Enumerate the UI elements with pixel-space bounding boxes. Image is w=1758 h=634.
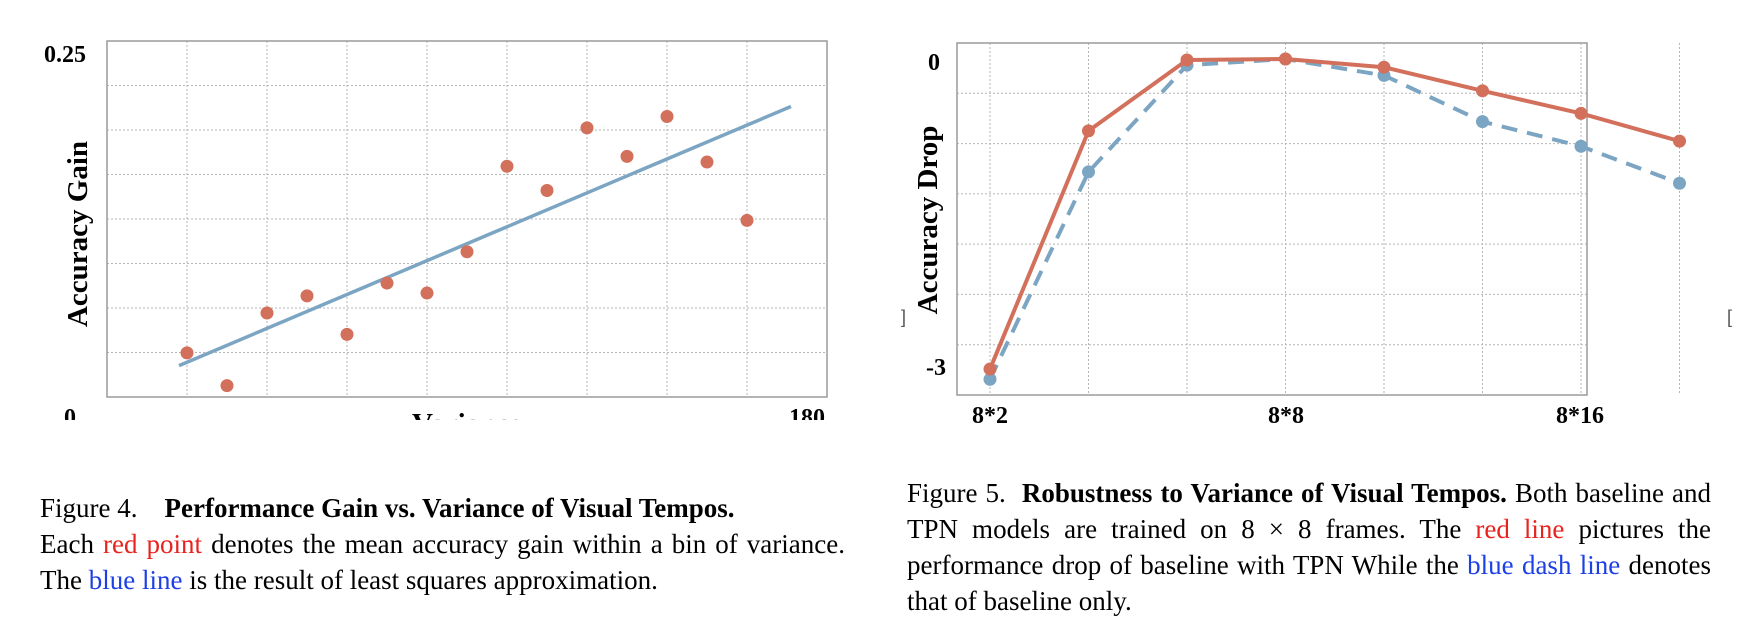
fig4-data-point xyxy=(340,327,354,341)
fig5-caption-text-3: denotes that of baseline only. xyxy=(907,550,1711,616)
fig5-series-line-dashed xyxy=(988,57,1681,381)
fig4-gridlines xyxy=(107,41,827,397)
fig5-caption-blue-dash-line: blue dash line xyxy=(1467,550,1621,580)
fig4-caption-label: Figure 4. xyxy=(40,493,138,523)
fig4-data-point xyxy=(700,155,714,169)
fig4-data-point xyxy=(620,149,634,163)
fig5-gridlines xyxy=(957,43,1680,395)
fig4-data-point xyxy=(380,276,394,290)
fig4-caption-red-point: red point xyxy=(103,529,203,559)
fig5-x-tick-1: 8*8 xyxy=(1268,403,1304,429)
fig5-caption-title: Robustness to Variance of Visual Tempos. xyxy=(1021,478,1507,508)
fig4-points-group xyxy=(180,109,754,393)
fig5-series-line-solid xyxy=(988,57,1681,370)
fig5-point-solid xyxy=(1082,124,1095,138)
fig4-y-axis-label: Accuracy Gain xyxy=(62,141,94,327)
fig4-y-tick-bottom: 0 xyxy=(64,405,76,420)
fig5-caption-text-1: Both baseline and TPN models are trained… xyxy=(907,478,1711,544)
fig4-data-point xyxy=(740,213,754,227)
fig5-point-solid xyxy=(983,362,997,376)
fig4-data-point xyxy=(420,286,434,300)
fig4-data-point xyxy=(260,306,274,320)
fig5-chart: 0 -3 8*2 8*8 8*16 Accuracy Drop xyxy=(912,42,1686,429)
fig5-caption-red-line: red line xyxy=(1475,514,1565,544)
fig5-caption: Figure 5. Robustness to Variance of Visu… xyxy=(907,475,1711,619)
fig4-data-point xyxy=(580,121,594,135)
fig4-fit-line xyxy=(178,104,792,368)
fig5-point-solid xyxy=(1180,53,1194,67)
fig5-caption-label: Figure 5. xyxy=(907,478,1006,508)
fig5-x-tick-0: 8*2 xyxy=(972,403,1008,429)
fig5-point-solid xyxy=(1574,106,1588,120)
fig4-x-tick-right: 180 xyxy=(789,405,825,420)
fig4-data-point xyxy=(460,245,474,259)
right-bracket-mark: [ xyxy=(1727,307,1733,327)
fig5-plot-frame xyxy=(956,42,1588,396)
fig4-data-point xyxy=(180,346,194,360)
fig4-caption-text-2: denotes the mean accuracy gain within a … xyxy=(40,529,845,595)
fig4-caption-text-3: is the result of least squares approxima… xyxy=(182,565,658,595)
fig5-point-dashed xyxy=(1574,139,1588,153)
fig4-caption-text-1: Each xyxy=(40,529,104,559)
fig5-x-tick-2: 8*16 xyxy=(1556,403,1604,429)
fig4-data-point xyxy=(220,379,234,393)
fig4-chart: 0.25 0 180 Variance Accuracy Gain xyxy=(44,40,828,420)
fig4-data-point xyxy=(300,289,314,303)
fig4-fit-line-group xyxy=(178,104,792,368)
fig4-data-point xyxy=(540,184,554,198)
fig5-point-dashed xyxy=(983,372,997,386)
fig4-plot-frame xyxy=(106,40,828,398)
fig5-point-solid xyxy=(1673,134,1686,148)
fig4-y-tick-top: 0.25 xyxy=(44,42,86,68)
fig5-point-dashed xyxy=(1082,165,1095,179)
fig4-caption: Figure 4. Performance Gain vs. Variance … xyxy=(40,490,845,598)
fig4-data-point xyxy=(500,159,514,173)
fig5-point-dashed xyxy=(1673,176,1686,190)
fig5-point-solid xyxy=(1377,60,1391,74)
fig4-data-point xyxy=(660,109,674,123)
fig5-series-group xyxy=(983,52,1686,386)
fig5-point-dashed xyxy=(1476,115,1489,129)
fig5-point-solid xyxy=(1476,84,1489,98)
fig5-y-axis-label: Accuracy Drop xyxy=(912,126,944,315)
fig4-x-axis-label: Variance xyxy=(412,408,522,420)
fig5-caption-text-2: pictures the performance drop of baselin… xyxy=(907,514,1711,580)
fig4-caption-title: Performance Gain vs. Variance of Visual … xyxy=(164,493,735,523)
fig5-point-solid xyxy=(1279,52,1292,66)
fig5-y-tick-top: 0 xyxy=(928,50,940,76)
fig5-y-tick-bottom: -3 xyxy=(926,355,946,381)
left-bracket-mark: ] xyxy=(901,307,907,327)
fig4-caption-blue-line: blue line xyxy=(88,565,183,595)
